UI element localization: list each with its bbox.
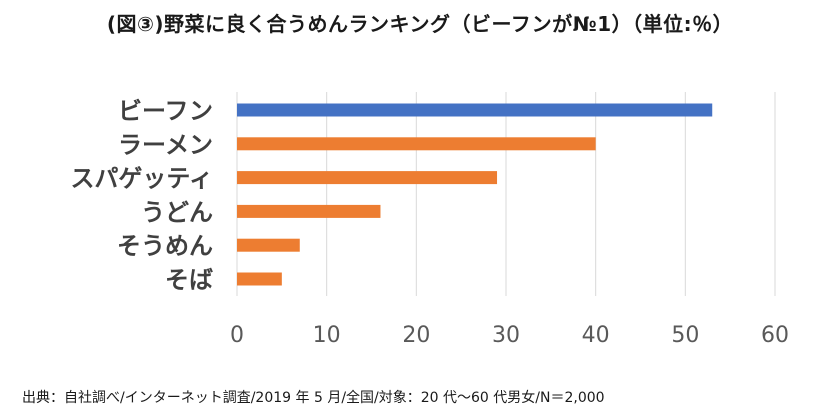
x-tick-label: 30 [492, 323, 520, 348]
category-label: ラーメン [118, 131, 213, 159]
category-label: スパゲッティ [70, 165, 213, 193]
x-tick-label: 0 [230, 323, 244, 348]
source-note: 出典：自社調べ/インターネット調査/2019 年 5 月/全国/対象：20 代～… [22, 390, 605, 406]
category-label: そば [165, 266, 213, 294]
x-axis-tick-labels: 0 10 20 30 40 50 60 [230, 323, 789, 348]
bars [237, 103, 713, 286]
bar [237, 137, 596, 151]
bar [237, 171, 498, 185]
bar [237, 103, 713, 117]
category-label: ビーフン [118, 97, 213, 125]
category-label: うどん [141, 198, 213, 226]
x-tick-label: 50 [671, 323, 699, 348]
bar [237, 272, 282, 286]
x-tick-label: 40 [582, 323, 610, 348]
x-tick-label: 60 [761, 323, 789, 348]
chart-title: (図③)野菜に良く合うめんランキング（ビーフンが№1）（単位:％） [106, 12, 734, 36]
category-label: そうめん [117, 232, 213, 260]
x-tick-label: 20 [402, 323, 430, 348]
bar [237, 238, 300, 252]
bar [237, 204, 381, 218]
gridlines [236, 92, 776, 296]
x-tick-label: 10 [313, 323, 341, 348]
